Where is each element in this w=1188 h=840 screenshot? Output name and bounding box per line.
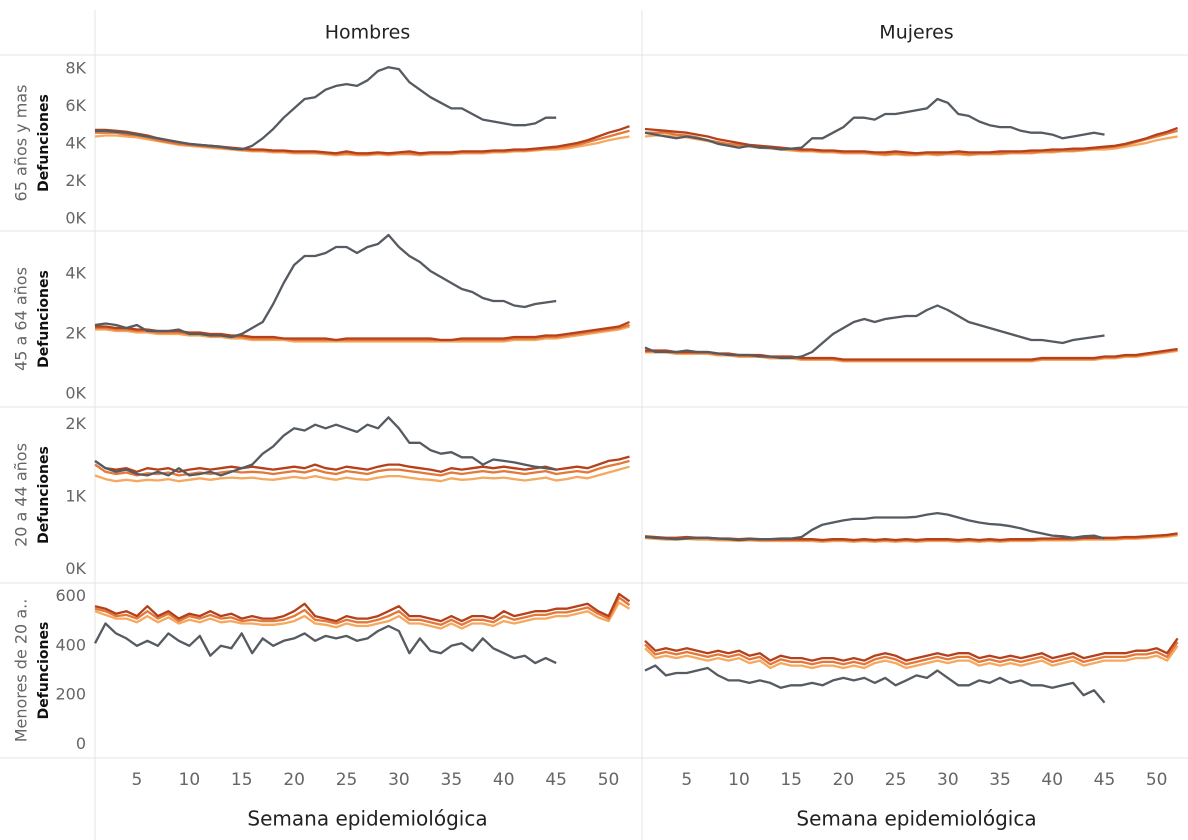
series-line xyxy=(644,641,1179,666)
x-tick-label: 30 xyxy=(388,770,410,790)
x-tick-label: 20 xyxy=(283,770,305,790)
row-label: Menores de 20 a.. xyxy=(12,599,31,743)
x-tick-label: 10 xyxy=(179,770,201,790)
y-axis-label: Defunciones xyxy=(36,622,52,720)
series-line xyxy=(95,325,630,343)
x-axis-label: Semana epidemiológica xyxy=(796,807,1036,831)
x-axis-label: Semana epidemiológica xyxy=(247,807,487,831)
x-tick-label: 45 xyxy=(1094,770,1116,790)
series-line xyxy=(644,126,1178,155)
y-tick-label: 200 xyxy=(55,685,86,704)
series-line xyxy=(94,592,631,623)
series-line xyxy=(644,664,1106,704)
column-title: Mujeres xyxy=(879,22,953,44)
y-tick-label: 2K xyxy=(65,171,86,190)
row-label: 65 años y mas xyxy=(12,85,31,202)
series-line xyxy=(644,637,1179,662)
series-line xyxy=(94,596,631,626)
x-tick-label: 50 xyxy=(598,770,620,790)
x-tick-label: 35 xyxy=(989,770,1011,790)
series-line xyxy=(644,511,1105,542)
series-line xyxy=(644,97,1105,151)
series-line xyxy=(95,323,630,342)
series-line xyxy=(93,622,557,665)
x-tick-label: 25 xyxy=(885,770,907,790)
x-tick-label: 45 xyxy=(545,770,567,790)
series-line xyxy=(94,465,630,483)
y-tick-label: 6K xyxy=(65,96,86,115)
x-tick-label: 50 xyxy=(1146,770,1168,790)
y-tick-label: 2K xyxy=(65,324,86,343)
x-tick-label: 35 xyxy=(441,770,463,790)
x-tick-label: 40 xyxy=(1041,770,1063,790)
series-line xyxy=(644,304,1105,360)
series-line xyxy=(94,233,557,339)
row-label: 20 a 44 años xyxy=(12,443,31,547)
column-title: Hombres xyxy=(325,22,410,44)
y-tick-label: 4K xyxy=(65,264,86,283)
y-tick-label: 0 xyxy=(76,734,86,753)
panel-borders xyxy=(0,10,1188,840)
y-tick-label: 400 xyxy=(55,635,86,654)
y-axis-label: Defunciones xyxy=(36,94,52,192)
x-tick-label: 25 xyxy=(336,770,358,790)
x-tick-label: 10 xyxy=(728,770,750,790)
series-line xyxy=(95,66,557,151)
y-tick-label: 8K xyxy=(65,59,86,78)
series-line xyxy=(94,416,557,477)
y-tick-label: 0K xyxy=(65,208,86,227)
y-tick-label: 4K xyxy=(65,133,86,152)
series-line xyxy=(94,459,630,477)
series-line xyxy=(644,645,1179,670)
x-tick-label: 5 xyxy=(132,770,143,790)
series-line xyxy=(94,601,631,630)
x-tick-label: 30 xyxy=(937,770,959,790)
x-tick-label: 5 xyxy=(681,770,692,790)
y-tick-label: 0K xyxy=(65,559,86,578)
y-axis-label: Defunciones xyxy=(36,270,52,368)
y-tick-label: 1K xyxy=(65,487,86,506)
x-tick-label: 15 xyxy=(231,770,253,790)
x-tick-label: 20 xyxy=(833,770,855,790)
y-tick-label: 600 xyxy=(55,586,86,605)
y-axis-label: Defunciones xyxy=(36,446,52,544)
row-label: 45 a 64 años xyxy=(12,267,31,371)
x-tick-label: 40 xyxy=(493,770,515,790)
x-tick-label: 15 xyxy=(780,770,802,790)
y-tick-label: 2K xyxy=(65,414,86,433)
y-tick-label: 0K xyxy=(65,384,86,403)
